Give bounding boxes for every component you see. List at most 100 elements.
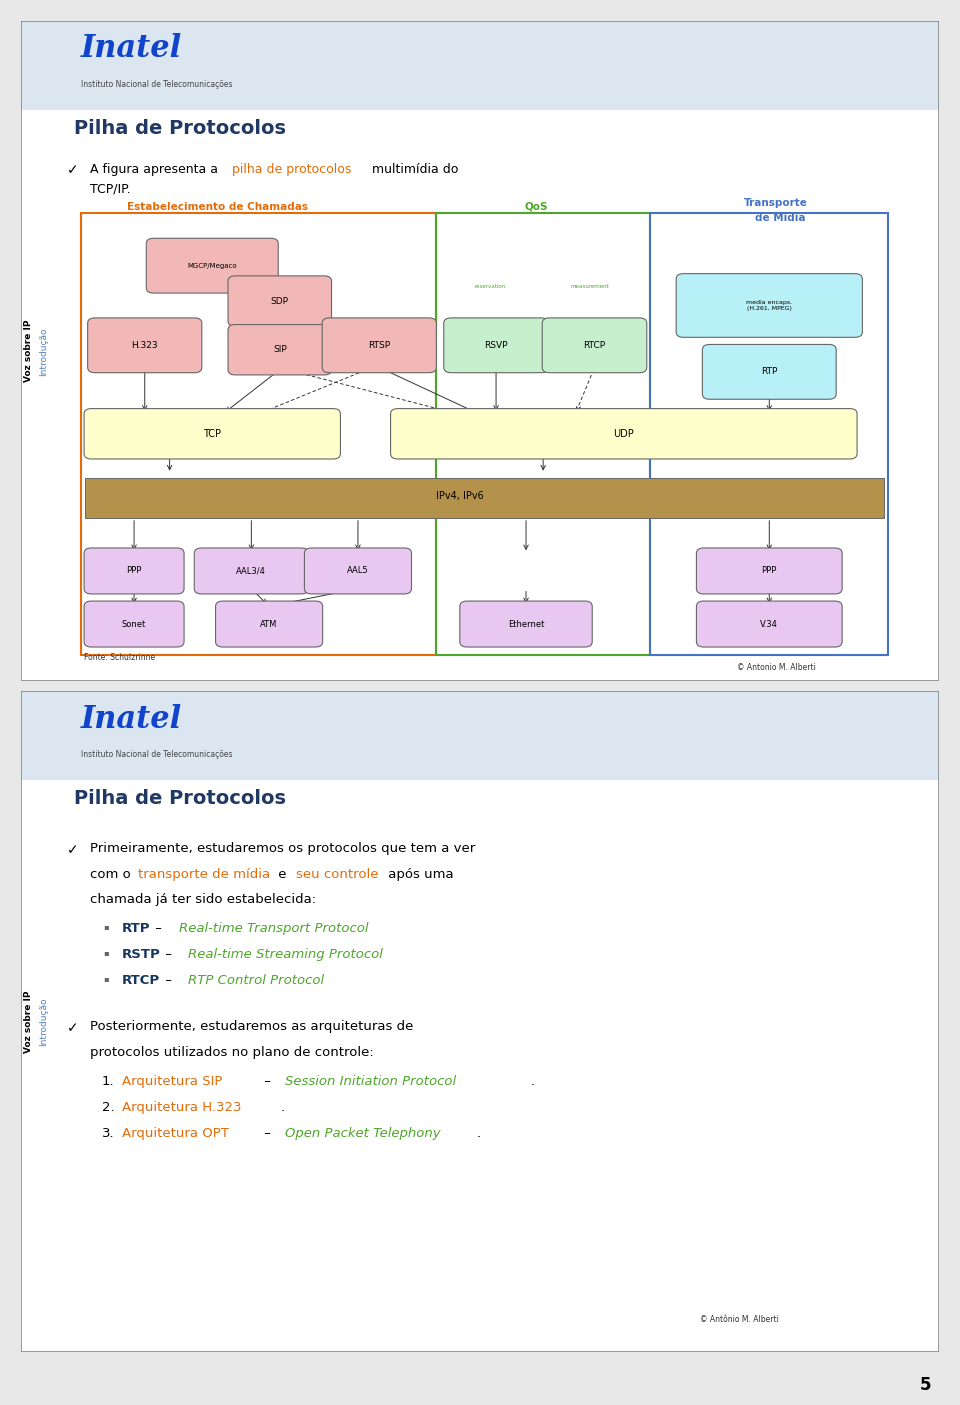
Text: ATM: ATM (260, 620, 277, 628)
Text: Arquitetura OPT: Arquitetura OPT (122, 1127, 228, 1139)
Text: ▪: ▪ (104, 948, 109, 957)
Text: SDP: SDP (271, 296, 289, 305)
Text: Voz sobre IP: Voz sobre IP (24, 320, 33, 382)
Text: Arquitetura SIP: Arquitetura SIP (122, 1075, 223, 1087)
FancyBboxPatch shape (323, 318, 437, 372)
Text: ▪: ▪ (104, 974, 109, 984)
FancyBboxPatch shape (84, 601, 184, 648)
Bar (21, 21, 939, 110)
Bar (21, 691, 939, 780)
Text: Ethernet: Ethernet (508, 620, 544, 628)
Text: 2.: 2. (102, 1100, 114, 1114)
Text: Introdução: Introdução (39, 327, 49, 375)
Text: 1.: 1. (102, 1075, 114, 1087)
Text: Estabelecimento de Chamadas: Estabelecimento de Chamadas (127, 202, 307, 212)
Text: A figura apresenta a: A figura apresenta a (90, 163, 222, 176)
FancyBboxPatch shape (87, 318, 202, 372)
Text: RTSP: RTSP (369, 341, 391, 350)
Text: ▪: ▪ (104, 923, 109, 932)
Text: © Antônio M. Alberti: © Antônio M. Alberti (700, 1315, 780, 1324)
Bar (81, 212, 436, 655)
Text: RTCP: RTCP (584, 341, 606, 350)
Text: H.323: H.323 (132, 341, 158, 350)
FancyBboxPatch shape (304, 548, 412, 594)
Text: chamada já ter sido estabelecida:: chamada já ter sido estabelecida: (90, 894, 316, 906)
Text: –: – (260, 1127, 275, 1139)
FancyBboxPatch shape (460, 601, 592, 648)
Bar (436, 212, 650, 655)
Text: Posteriormente, estudaremos as arquiteturas de: Posteriormente, estudaremos as arquitetu… (90, 1020, 414, 1033)
Text: TCP/IP.: TCP/IP. (90, 183, 131, 195)
Text: Open Packet Telephony: Open Packet Telephony (285, 1127, 441, 1139)
Text: MGCP/Megaco: MGCP/Megaco (187, 263, 237, 268)
Text: RTP: RTP (761, 367, 778, 377)
FancyBboxPatch shape (194, 548, 308, 594)
Text: ✓: ✓ (67, 1021, 79, 1035)
Text: SIP: SIP (273, 346, 287, 354)
Text: .: . (281, 1100, 285, 1114)
Text: .: . (477, 1127, 481, 1139)
Text: e: e (274, 868, 290, 881)
Text: RSTP: RSTP (122, 948, 161, 961)
Text: com o: com o (90, 868, 135, 881)
FancyBboxPatch shape (391, 409, 857, 459)
Text: Instituto Nacional de Telecomunicações: Instituto Nacional de Telecomunicações (81, 80, 232, 89)
Text: 5: 5 (920, 1375, 931, 1394)
Text: AAL5: AAL5 (348, 566, 369, 576)
Bar (85, 478, 884, 518)
Text: PPP: PPP (761, 566, 777, 576)
FancyBboxPatch shape (542, 318, 647, 372)
Text: –: – (160, 974, 176, 986)
FancyBboxPatch shape (703, 344, 836, 399)
Text: –: – (160, 948, 176, 961)
Text: V.34: V.34 (760, 620, 779, 628)
Text: Introdução: Introdução (39, 998, 49, 1045)
Text: Arquitetura H.323: Arquitetura H.323 (122, 1100, 242, 1114)
FancyBboxPatch shape (228, 325, 331, 375)
FancyBboxPatch shape (696, 601, 842, 648)
Text: QoS: QoS (524, 202, 547, 212)
Text: RTP Control Protocol: RTP Control Protocol (188, 974, 324, 986)
Text: AAL3/4: AAL3/4 (236, 566, 266, 576)
Text: Pilha de Protocolos: Pilha de Protocolos (74, 118, 286, 138)
FancyBboxPatch shape (84, 548, 184, 594)
Text: IPv4, IPv6: IPv4, IPv6 (437, 490, 484, 500)
FancyBboxPatch shape (146, 239, 278, 294)
Text: Transporte: Transporte (744, 198, 808, 208)
Bar (650, 212, 888, 655)
FancyBboxPatch shape (216, 601, 323, 648)
Text: protocolos utilizados no plano de controle:: protocolos utilizados no plano de contro… (90, 1045, 373, 1059)
Text: Instituto Nacional de Telecomunicações: Instituto Nacional de Telecomunicações (81, 750, 232, 759)
Text: © Antonio M. Alberti: © Antonio M. Alberti (737, 663, 816, 672)
FancyBboxPatch shape (696, 548, 842, 594)
Text: .: . (531, 1075, 535, 1087)
FancyBboxPatch shape (444, 318, 548, 372)
Text: Fonte: Schulzrinne: Fonte: Schulzrinne (84, 653, 155, 662)
Text: –: – (260, 1075, 275, 1087)
Text: de Mídia: de Mídia (756, 212, 805, 222)
Text: UDP: UDP (613, 429, 635, 438)
FancyBboxPatch shape (676, 274, 862, 337)
Text: media encaps.
(H.261, MPEG): media encaps. (H.261, MPEG) (746, 301, 792, 311)
Text: 3.: 3. (102, 1127, 114, 1139)
Text: –: – (151, 923, 166, 936)
Text: Inatel: Inatel (81, 34, 182, 65)
Text: Primeiramente, estudaremos os protocolos que tem a ver: Primeiramente, estudaremos os protocolos… (90, 842, 475, 854)
Text: RTCP: RTCP (122, 974, 160, 986)
Text: Voz sobre IP: Voz sobre IP (24, 991, 33, 1052)
Text: transporte de mídia: transporte de mídia (137, 868, 270, 881)
Text: multimídia do: multimídia do (368, 163, 459, 176)
Text: Real-time Transport Protocol: Real-time Transport Protocol (179, 923, 368, 936)
Text: Real-time Streaming Protocol: Real-time Streaming Protocol (188, 948, 383, 961)
Text: reservation: reservation (474, 284, 505, 289)
FancyBboxPatch shape (228, 275, 331, 326)
Text: Sonet: Sonet (122, 620, 146, 628)
Text: ✓: ✓ (67, 843, 79, 857)
Text: Session Initiation Protocol: Session Initiation Protocol (285, 1075, 457, 1087)
Text: PPP: PPP (127, 566, 142, 576)
Text: RSVP: RSVP (484, 341, 508, 350)
Text: pilha de protocolos: pilha de protocolos (232, 163, 351, 176)
Text: RTP: RTP (122, 923, 151, 936)
Text: seu controle: seu controle (296, 868, 378, 881)
Text: Pilha de Protocolos: Pilha de Protocolos (74, 788, 286, 808)
